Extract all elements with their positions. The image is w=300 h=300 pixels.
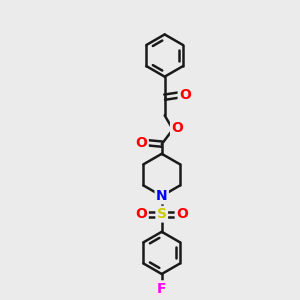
Text: O: O: [179, 88, 191, 102]
Text: N: N: [156, 189, 167, 203]
Text: O: O: [136, 136, 147, 150]
Text: S: S: [157, 207, 167, 221]
Text: O: O: [171, 121, 183, 135]
Text: F: F: [157, 282, 166, 296]
Text: O: O: [136, 207, 147, 221]
Text: O: O: [176, 207, 188, 221]
